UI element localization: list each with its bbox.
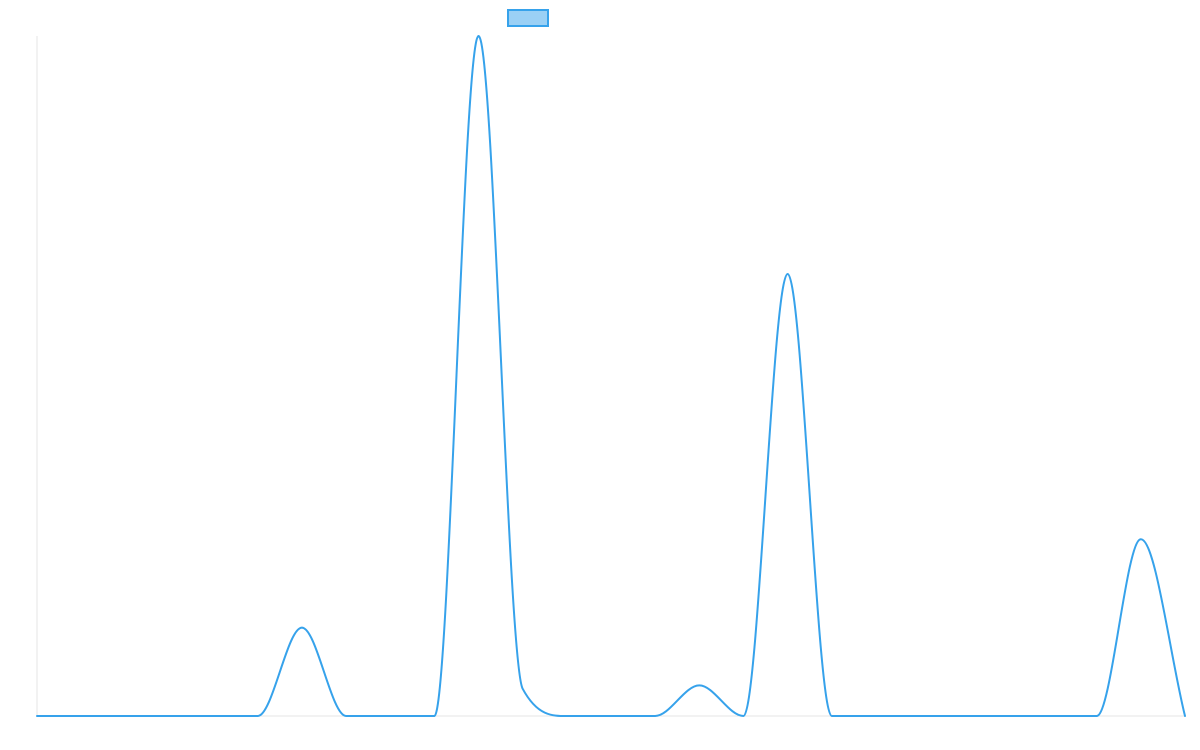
series-line-0 [36,35,1186,717]
legend-swatch [507,9,549,27]
